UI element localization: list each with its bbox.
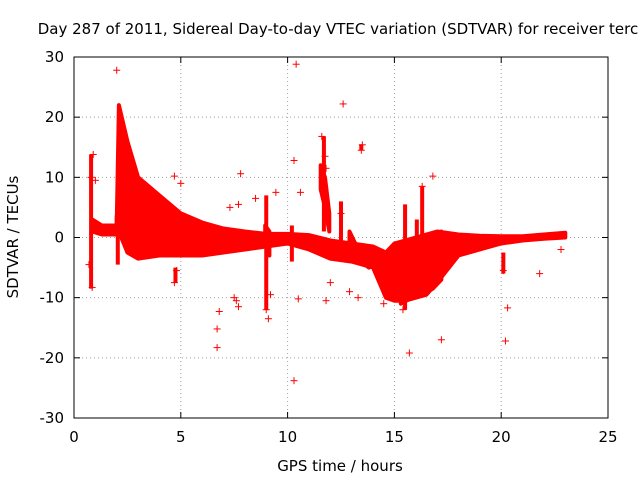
x-tick-label: 15 [385, 428, 404, 446]
dense-scatter-band [114, 214, 194, 238]
data-point [85, 261, 93, 269]
y-tick-label: 10 [45, 168, 64, 186]
x-tick-label: 20 [492, 428, 511, 446]
data-point [354, 294, 362, 302]
dense-scatter-band [347, 229, 371, 270]
data-point [437, 336, 445, 344]
y-tick-label: 30 [45, 48, 64, 66]
x-tick-label: 25 [598, 428, 617, 446]
y-tick-label: 20 [45, 108, 64, 126]
data-point [337, 209, 345, 217]
data-point [418, 288, 426, 296]
data-point [91, 176, 99, 184]
y-tick-label: -30 [40, 409, 65, 427]
data-point [380, 300, 388, 308]
data-point [294, 295, 302, 303]
x-tick-label: 10 [278, 428, 297, 446]
data-point [405, 349, 413, 357]
chart-title: Day 287 of 2011, Sidereal Day-to-day VTE… [38, 20, 639, 38]
y-tick-label: 0 [54, 229, 64, 247]
data-point [322, 297, 330, 305]
data-point [232, 297, 240, 305]
data-point [170, 279, 178, 287]
data-point [292, 60, 300, 68]
data-point [87, 173, 95, 181]
ticks [73, 56, 609, 419]
data-layer [85, 60, 568, 385]
data-point [346, 288, 354, 296]
data-point [501, 337, 509, 345]
data-point [321, 152, 329, 160]
data-point [418, 182, 426, 190]
data-point [262, 306, 270, 314]
data-point [322, 199, 330, 207]
data-point [226, 203, 234, 211]
data-point [215, 308, 223, 316]
data-point [88, 283, 96, 291]
data-point [170, 172, 178, 180]
dense-scatter-band [90, 103, 568, 303]
data-point [318, 132, 326, 140]
data-point [272, 188, 280, 196]
data-point [252, 194, 260, 202]
data-point [504, 304, 512, 312]
data-point [234, 303, 242, 311]
data-point [264, 315, 272, 323]
y-tick-label: -10 [40, 289, 65, 307]
data-point [296, 188, 304, 196]
data-point [113, 66, 121, 74]
x-tick-label: 5 [176, 428, 186, 446]
data-point [267, 291, 275, 299]
tick-labels: 0 5 10 15 20 25 -30 -20 -10 0 10 20 30 [40, 48, 618, 446]
data-point [237, 170, 245, 178]
data-point [536, 270, 544, 278]
y-axis-label: SDTVAR / TECUs [4, 175, 22, 298]
y-tick-label: -20 [40, 349, 65, 367]
data-point [399, 306, 407, 314]
data-point [234, 200, 242, 208]
data-point [290, 377, 298, 385]
x-tick-label: 0 [69, 428, 79, 446]
data-point [322, 164, 330, 172]
x-axis-label: GPS time / hours [277, 457, 403, 475]
data-point [429, 172, 437, 180]
data-point [177, 179, 185, 187]
data-point [173, 267, 181, 275]
data-point [358, 141, 366, 149]
data-point [326, 279, 334, 287]
data-point [499, 267, 507, 275]
data-point [339, 100, 347, 108]
data-point [557, 246, 565, 254]
data-point [213, 325, 221, 333]
data-point [213, 344, 221, 352]
data-point [357, 146, 365, 154]
data-point [290, 156, 298, 164]
data-point [89, 150, 97, 158]
